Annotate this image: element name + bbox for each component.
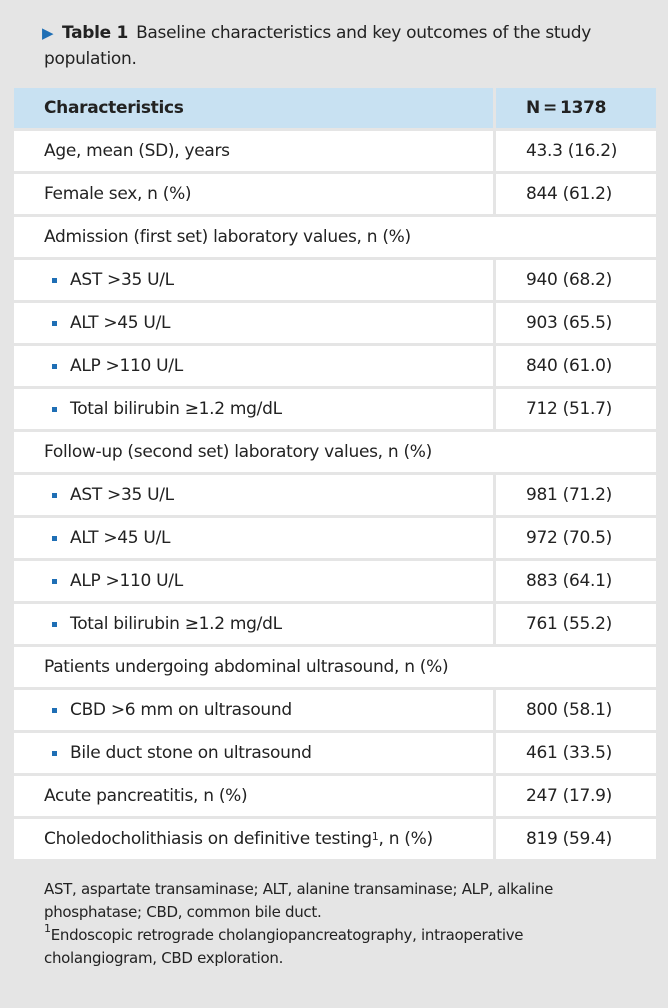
bullet — [52, 363, 57, 369]
group-row: Admission (first set) laboratory values,… — [14, 217, 656, 257]
label-cell: AST >35 U/L — [14, 260, 493, 300]
value-cell: 800 (58.1) — [496, 690, 656, 730]
label-cell: Total bilirubin ≥1.2 mg/dL — [14, 604, 493, 644]
table-caption: ▶ Table 1 Baseline characteristics and key… — [42, 20, 634, 72]
label-cell: Total bilirubin ≥1.2 mg/dL — [14, 389, 493, 429]
value-cell: 461 (33.5) — [496, 733, 656, 773]
header-cell: N = 1378 — [496, 88, 656, 128]
bullet — [52, 406, 57, 412]
item-row: AST >35 U/L 981 (71.2) — [14, 475, 656, 515]
item-row: Total bilirubin ≥1.2 mg/dL 761 (55.2) — [14, 604, 656, 644]
value-cell: 972 (70.5) — [496, 518, 656, 558]
bullet — [52, 320, 57, 326]
row-label: Choledocholithiasis on definitive testin… — [44, 829, 372, 849]
row-label: Total bilirubin ≥1.2 mg/dL — [70, 399, 282, 419]
footnote-mark: 1 — [44, 922, 51, 935]
row-label: Female sex, n (%) — [44, 184, 192, 204]
label-cell: Female sex, n (%) — [14, 174, 493, 214]
footnote: 1Endoscopic retrograde cholangiopancreat… — [44, 922, 626, 970]
row-label: ALP >110 U/L — [70, 571, 183, 591]
value-cell: 903 (65.5) — [496, 303, 656, 343]
value-cell: 840 (61.0) — [496, 346, 656, 386]
value-cell: 981 (71.2) — [496, 475, 656, 515]
value-cell: 883 (64.1) — [496, 561, 656, 601]
row-label: Bile duct stone on ultrasound — [70, 743, 312, 763]
group-label: Follow-up (second set) laboratory values… — [14, 432, 656, 472]
item-row: CBD >6 mm on ultrasound 800 (58.1) — [14, 690, 656, 730]
data-row: Age, mean (SD), years 43.3 (16.2) — [14, 131, 656, 171]
label-cell: CBD >6 mm on ultrasound — [14, 690, 493, 730]
item-row: Total bilirubin ≥1.2 mg/dL 712 (51.7) — [14, 389, 656, 429]
group-row: Follow-up (second set) laboratory values… — [14, 432, 656, 472]
label-cell: Choledocholithiasis on definitive testin… — [14, 819, 493, 859]
bullet — [52, 492, 57, 498]
item-row: ALT >45 U/L 903 (65.5) — [14, 303, 656, 343]
caption-arrow: ▶ — [42, 24, 54, 42]
item-row: Bile duct stone on ultrasound 461 (33.5) — [14, 733, 656, 773]
bullet — [52, 578, 57, 584]
table: Characteristics N = 1378 Age, mean (SD),… — [14, 88, 656, 862]
table-number: Table 1 — [62, 23, 129, 43]
label-cell: Acute pancreatitis, n (%) — [14, 776, 493, 816]
row-label-suffix: , n (%) — [378, 829, 434, 849]
footnote-text: Endoscopic retrograde cholangiopancreato… — [44, 926, 524, 967]
bullet — [52, 277, 57, 283]
bullet — [52, 707, 57, 713]
label-cell: Age, mean (SD), years — [14, 131, 493, 171]
row-label: ALT >45 U/L — [70, 313, 171, 333]
item-row: ALP >110 U/L 840 (61.0) — [14, 346, 656, 386]
value-cell: 247 (17.9) — [496, 776, 656, 816]
value-cell: 712 (51.7) — [496, 389, 656, 429]
value-cell: 761 (55.2) — [496, 604, 656, 644]
label-cell: Bile duct stone on ultrasound — [14, 733, 493, 773]
row-label: AST >35 U/L — [70, 270, 174, 290]
bullet — [52, 621, 57, 627]
bullet — [52, 535, 57, 541]
group-label: Patients undergoing abdominal ultrasound… — [14, 647, 656, 687]
group-label: Admission (first set) laboratory values,… — [14, 217, 656, 257]
value-cell: 43.3 (16.2) — [496, 131, 656, 171]
abbreviations: AST, aspartate transaminase; ALT, alanin… — [44, 880, 554, 921]
data-row: Acute pancreatitis, n (%) 247 (17.9) — [14, 776, 656, 816]
row-label: AST >35 U/L — [70, 485, 174, 505]
group-row: Patients undergoing abdominal ultrasound… — [14, 647, 656, 687]
row-label: CBD >6 mm on ultrasound — [70, 700, 292, 720]
item-row: ALP >110 U/L 883 (64.1) — [14, 561, 656, 601]
row-label: ALT >45 U/L — [70, 528, 171, 548]
row-label: Age, mean (SD), years — [44, 141, 230, 161]
value-cell: 819 (59.4) — [496, 819, 656, 859]
label-cell: ALT >45 U/L — [14, 518, 493, 558]
value-cell: 940 (68.2) — [496, 260, 656, 300]
label-cell: ALP >110 U/L — [14, 561, 493, 601]
item-row: ALT >45 U/L 972 (70.5) — [14, 518, 656, 558]
label-cell: ALP >110 U/L — [14, 346, 493, 386]
data-row: Choledocholithiasis on definitive testin… — [14, 819, 656, 859]
item-row: AST >35 U/L 940 (68.2) — [14, 260, 656, 300]
label-cell: AST >35 U/L — [14, 475, 493, 515]
table-footnotes: AST, aspartate transaminase; ALT, alanin… — [14, 872, 656, 976]
header-row: Characteristics N = 1378 — [14, 88, 656, 128]
header-cell: Characteristics — [14, 88, 493, 128]
row-label: Total bilirubin ≥1.2 mg/dL — [70, 614, 282, 634]
label-cell: ALT >45 U/L — [14, 303, 493, 343]
bullet — [52, 750, 57, 756]
row-label: Acute pancreatitis, n (%) — [44, 786, 248, 806]
data-row: Female sex, n (%) 844 (61.2) — [14, 174, 656, 214]
row-label: ALP >110 U/L — [70, 356, 183, 376]
caption-text: Baseline characteristics and key outcome… — [44, 23, 591, 69]
value-cell: 844 (61.2) — [496, 174, 656, 214]
